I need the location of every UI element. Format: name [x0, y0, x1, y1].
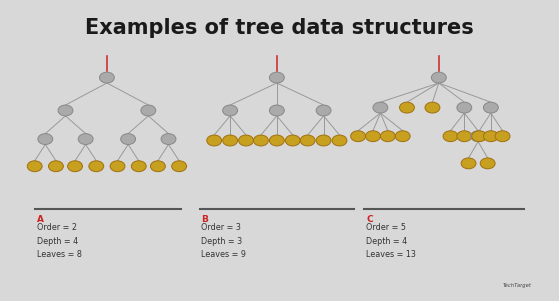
Ellipse shape [395, 131, 410, 142]
Ellipse shape [141, 105, 156, 116]
Text: C: C [366, 215, 373, 224]
Ellipse shape [269, 135, 285, 146]
Text: TechTarget: TechTarget [503, 283, 532, 288]
Text: Order = 3
Depth = 3
Leaves = 9: Order = 3 Depth = 3 Leaves = 9 [201, 223, 247, 259]
Ellipse shape [253, 135, 268, 146]
Ellipse shape [150, 161, 165, 172]
Ellipse shape [425, 102, 440, 113]
Ellipse shape [110, 161, 125, 172]
Ellipse shape [239, 135, 253, 146]
Ellipse shape [68, 161, 83, 172]
Ellipse shape [89, 161, 104, 172]
Ellipse shape [457, 102, 472, 113]
Ellipse shape [316, 105, 331, 116]
Ellipse shape [332, 135, 347, 146]
Ellipse shape [350, 131, 366, 142]
Ellipse shape [207, 135, 221, 146]
Ellipse shape [222, 105, 238, 116]
Ellipse shape [100, 72, 115, 83]
Ellipse shape [269, 72, 285, 83]
Ellipse shape [484, 131, 498, 142]
Ellipse shape [366, 131, 381, 142]
Text: Order = 2
Depth = 4
Leaves = 8: Order = 2 Depth = 4 Leaves = 8 [37, 223, 82, 259]
Ellipse shape [27, 161, 42, 172]
Ellipse shape [432, 72, 446, 83]
Ellipse shape [38, 134, 53, 144]
Text: Examples of tree data structures: Examples of tree data structures [85, 17, 474, 38]
Ellipse shape [471, 131, 486, 142]
Ellipse shape [269, 105, 285, 116]
Ellipse shape [461, 158, 476, 169]
Ellipse shape [58, 105, 73, 116]
Ellipse shape [495, 131, 510, 142]
Ellipse shape [285, 135, 300, 146]
Ellipse shape [78, 134, 93, 144]
Ellipse shape [472, 131, 486, 142]
Ellipse shape [457, 131, 472, 142]
Ellipse shape [443, 131, 458, 142]
Text: A: A [37, 215, 44, 224]
Ellipse shape [380, 131, 395, 142]
Ellipse shape [480, 158, 495, 169]
Ellipse shape [161, 134, 176, 144]
Ellipse shape [400, 102, 414, 113]
Ellipse shape [373, 102, 388, 113]
Ellipse shape [131, 161, 146, 172]
Text: B: B [201, 215, 209, 224]
Ellipse shape [300, 135, 315, 146]
Ellipse shape [49, 161, 63, 172]
Ellipse shape [121, 134, 136, 144]
Ellipse shape [172, 161, 187, 172]
Ellipse shape [484, 102, 498, 113]
Ellipse shape [222, 135, 238, 146]
Text: Order = 5
Depth = 4
Leaves = 13: Order = 5 Depth = 4 Leaves = 13 [366, 223, 416, 259]
Ellipse shape [316, 135, 331, 146]
